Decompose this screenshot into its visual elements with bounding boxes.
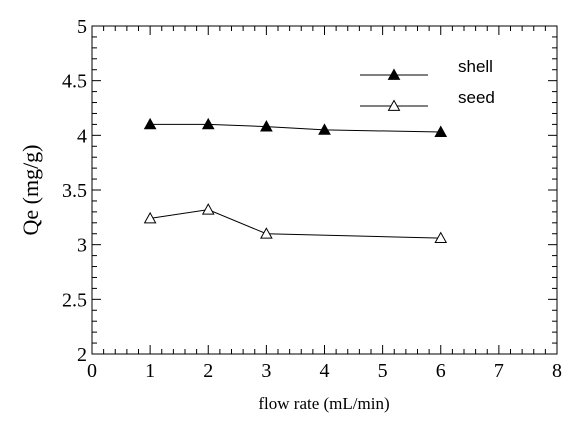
x-tick-label: 2: [203, 360, 213, 382]
legend-label: shell: [458, 57, 493, 76]
data-point-seed: [143, 211, 157, 224]
data-point-shell: [260, 120, 273, 132]
x-tick-label: 1: [145, 360, 155, 382]
legend-entry-shell: shell: [360, 57, 493, 80]
x-tick-labels: 0 1 2 3 4 5 6 7 8: [87, 360, 562, 382]
x-tick-label: 6: [436, 360, 446, 382]
series-line-seed: [150, 209, 441, 239]
y-tick-label: 5: [77, 16, 87, 38]
series-line-shell: [150, 123, 441, 133]
axis-ticks: [91, 25, 558, 355]
legend-entry-seed: seed: [360, 88, 495, 111]
data-point-shell: [318, 123, 331, 135]
legend-marker: [387, 99, 401, 111]
data-point-shell: [434, 125, 448, 137]
y-tick-label: 2: [77, 344, 87, 366]
y-tick-label: 2.5: [62, 289, 87, 311]
data-point-seed: [434, 231, 448, 244]
x-tick-label: 8: [552, 360, 562, 382]
y-axis-title: Qe (mg/g): [18, 144, 43, 235]
legend-label: seed: [458, 88, 495, 107]
series-shell: [143, 117, 448, 137]
series-group: [143, 117, 448, 244]
x-tick-label: 0: [87, 360, 97, 382]
y-tick-label: 4: [77, 125, 87, 147]
data-point-shell: [201, 117, 215, 130]
y-tick-label: 3.5: [62, 180, 87, 202]
series-seed: [143, 203, 448, 244]
x-tick-label: 5: [378, 360, 388, 382]
x-tick-label: 7: [494, 360, 504, 382]
data-point-seed: [260, 227, 273, 239]
data-point-shell: [143, 117, 157, 130]
legend-marker: [387, 68, 401, 80]
x-tick-label: 4: [320, 360, 330, 382]
y-tick-label: 3: [77, 235, 87, 257]
data-point-seed: [201, 203, 215, 215]
y-tick-labels: 2 2.5 3 3.5 4 4.5 5: [62, 16, 87, 366]
x-axis-title: flow rate (mL/min): [258, 394, 389, 413]
y-tick-label: 4.5: [62, 71, 87, 93]
legend: shell seed: [360, 57, 495, 111]
x-tick-label: 3: [261, 360, 271, 382]
